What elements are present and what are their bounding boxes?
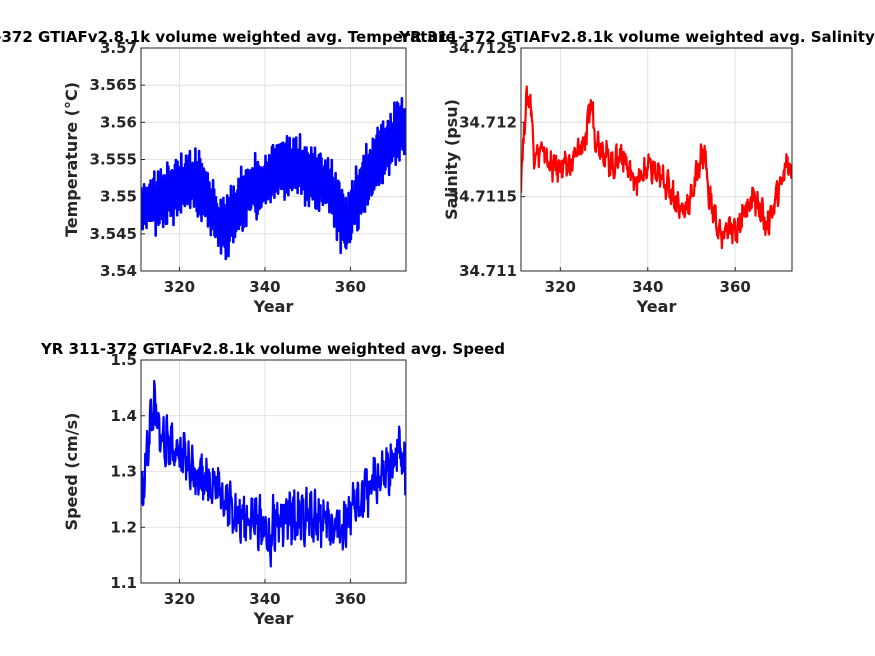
x-axis-label: Year <box>636 297 677 316</box>
y-tick-label: 1.1 <box>110 574 137 592</box>
x-tick-label: 340 <box>249 590 280 608</box>
subplot-2: 320 340 360 34.711 34.7115 34.712 34.7125 Year S… <box>398 28 875 316</box>
y-tick-label: 1.2 <box>110 518 137 536</box>
chart-title: YR 311-372 GTIAFv2.8.1k volume weighted … <box>0 28 456 46</box>
y-axis-label: Speed (cm/s) <box>62 413 81 531</box>
x-tick-label: 320 <box>545 278 576 296</box>
series-line <box>141 97 406 261</box>
x-tick-label: 360 <box>335 590 366 608</box>
chart-title: YR 311-372 GTIAFv2.8.1k volume weighted … <box>398 28 875 46</box>
x-tick-label: 340 <box>249 278 280 296</box>
y-tick-label: 3.54 <box>100 262 137 280</box>
y-axis-label: Salinity (psu) <box>442 99 461 220</box>
subplot-3: 320 340 360 1.1 1.2 1.3 1.4 1.5 Year Speed (cm/s)… <box>40 340 505 628</box>
plot-area <box>521 48 792 271</box>
axes-frame <box>140 359 407 584</box>
y-tick-label: 3.57 <box>100 39 137 57</box>
y-tick-label: 34.7125 <box>449 39 517 57</box>
axes-frame <box>520 47 793 272</box>
series-line <box>521 85 792 250</box>
x-axis-label: Year <box>253 297 294 316</box>
subplot-1: 320 340 360 3.54 3.545 3.55 3.555 3.56 3.565 3.57… <box>0 28 456 316</box>
axes-frame <box>140 47 407 272</box>
y-tick-label: 1.3 <box>110 463 137 481</box>
x-tick-label: 320 <box>164 590 195 608</box>
y-tick-label: 3.56 <box>100 113 137 131</box>
y-tick-label: 34.712 <box>459 113 517 131</box>
x-axis-label: Year <box>253 609 294 628</box>
x-tick-label: 340 <box>632 278 663 296</box>
y-axis-label: Temperature (°C) <box>62 82 81 237</box>
y-tick-label: 1.5 <box>110 351 137 369</box>
y-tick-label: 3.55 <box>100 188 137 206</box>
y-tick-label: 1.4 <box>110 407 137 425</box>
y-tick-label: 34.7115 <box>449 188 517 206</box>
chart-title: YR 311-372 GTIAFv2.8.1k volume weighted … <box>40 340 505 358</box>
y-tick-label: 3.555 <box>90 151 137 169</box>
y-tick-label: 3.565 <box>90 76 137 94</box>
series-line <box>141 379 406 568</box>
y-tick-label: 3.545 <box>90 225 137 243</box>
x-tick-label: 360 <box>720 278 751 296</box>
x-tick-label: 360 <box>335 278 366 296</box>
y-tick-label: 34.711 <box>459 262 517 280</box>
x-tick-label: 320 <box>164 278 195 296</box>
